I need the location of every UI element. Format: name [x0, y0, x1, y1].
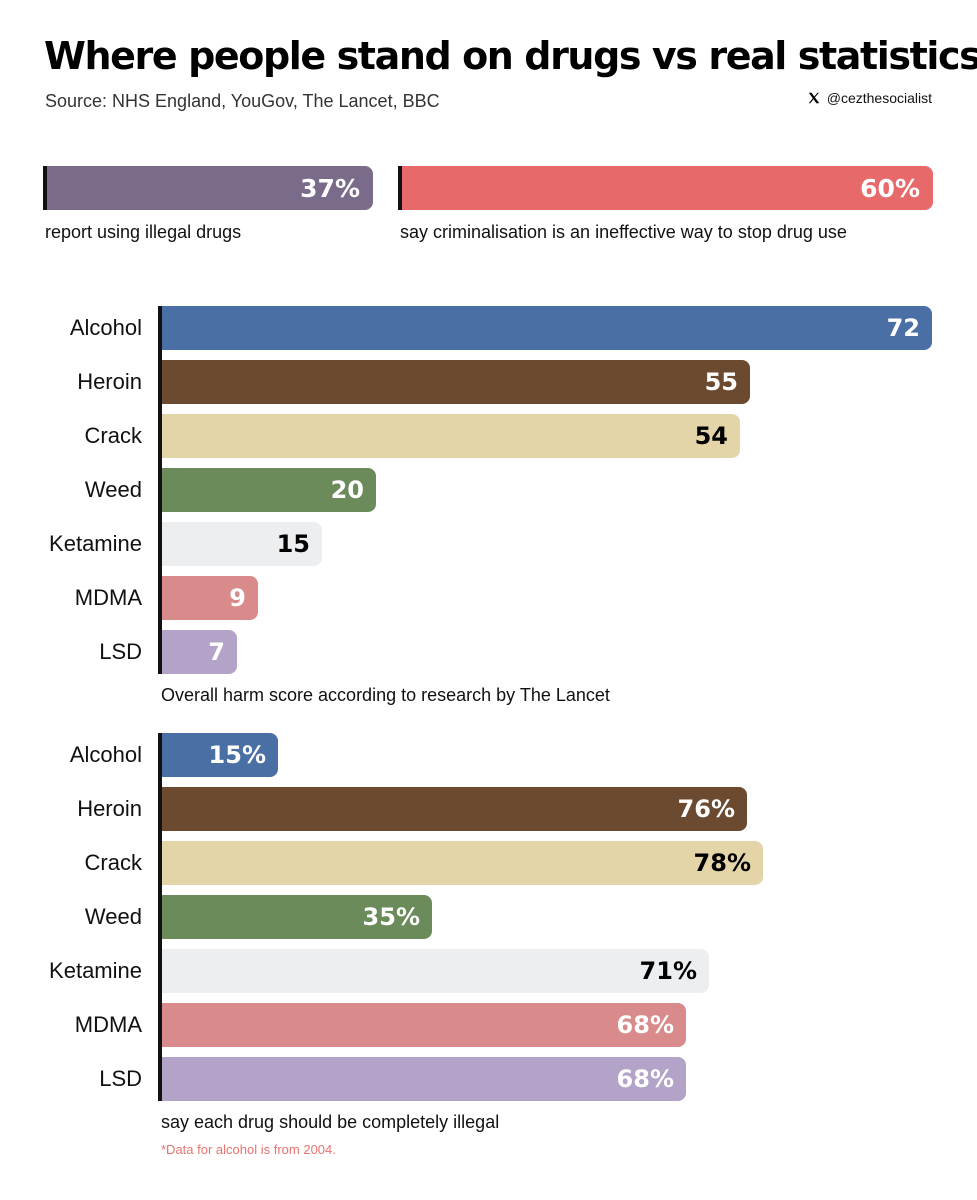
bar-crack: 54	[162, 414, 740, 458]
chart-axis	[158, 733, 162, 1101]
bar-heroin: 55	[162, 360, 750, 404]
bar-value-label: 68%	[616, 1011, 674, 1039]
category-label: Crack	[84, 423, 142, 448]
category-label: LSD	[99, 1066, 142, 1091]
category-label: Ketamine	[49, 531, 142, 556]
chart-caption: say each drug should be completely illeg…	[161, 1112, 500, 1132]
category-label: LSD	[99, 639, 142, 664]
stat-value: 60%	[860, 174, 920, 203]
bar-lsd: 7	[162, 630, 237, 674]
bar-value-label: 68%	[616, 1065, 674, 1093]
bar-value-label: 35%	[362, 903, 420, 931]
category-label: Alcohol	[69, 315, 142, 340]
bar-value-label: 20	[330, 476, 364, 504]
bar-value-label: 78%	[693, 849, 751, 877]
bar-ketamine: 71%	[162, 949, 709, 993]
bar-mdma: 9	[162, 576, 258, 620]
social-handle[interactable]: @cezthesocialist	[807, 90, 932, 106]
category-label: MDMA	[74, 585, 142, 610]
bar-value-label: 55	[704, 368, 738, 396]
bar-crack: 78%	[162, 841, 763, 885]
category-label: MDMA	[74, 1012, 142, 1037]
bar-value-label: 15%	[208, 741, 266, 769]
category-label: Ketamine	[49, 958, 142, 983]
bar-weed: 20	[162, 468, 376, 512]
bar-value-label: 72	[886, 314, 920, 342]
stat-bar: 60%	[398, 166, 933, 210]
bar-value-label: 15	[276, 530, 310, 558]
chart-caption: Overall harm score according to research…	[161, 685, 610, 705]
bar-mdma: 68%	[162, 1003, 686, 1047]
stat-label: say criminalisation is an ineffective wa…	[400, 222, 847, 242]
chart-axis	[158, 306, 162, 674]
bar-heroin: 76%	[162, 787, 747, 831]
stat-label: report using illegal drugs	[45, 222, 242, 242]
category-label: Heroin	[77, 796, 142, 821]
category-label: Heroin	[77, 369, 142, 394]
category-label: Weed	[84, 477, 142, 502]
page-title: Where people stand on drugs vs real stat…	[44, 34, 977, 78]
stat-bar: 37%	[43, 166, 373, 210]
stat-value: 37%	[300, 174, 360, 203]
x-logo-icon	[808, 92, 819, 104]
bar-lsd: 68%	[162, 1057, 686, 1101]
bar-value-label: 54	[694, 422, 728, 450]
category-label: Alcohol	[69, 742, 142, 767]
category-label: Crack	[84, 850, 142, 875]
bar-weed: 35%	[162, 895, 432, 939]
handle-text: @cezthesocialist	[826, 90, 932, 106]
bar-ketamine: 15	[162, 522, 322, 566]
bar-value-label: 76%	[677, 795, 735, 823]
bar-value-label: 9	[229, 584, 246, 612]
bar-value-label: 7	[208, 638, 225, 666]
source-line: Source: NHS England, YouGov, The Lancet,…	[45, 91, 440, 111]
bar-alcohol: 72	[162, 306, 932, 350]
bar-value-label: 71%	[639, 957, 697, 985]
footnote: *Data for alcohol is from 2004.	[161, 1142, 336, 1157]
category-label: Weed	[84, 904, 142, 929]
bar-alcohol: 15%	[162, 733, 278, 777]
